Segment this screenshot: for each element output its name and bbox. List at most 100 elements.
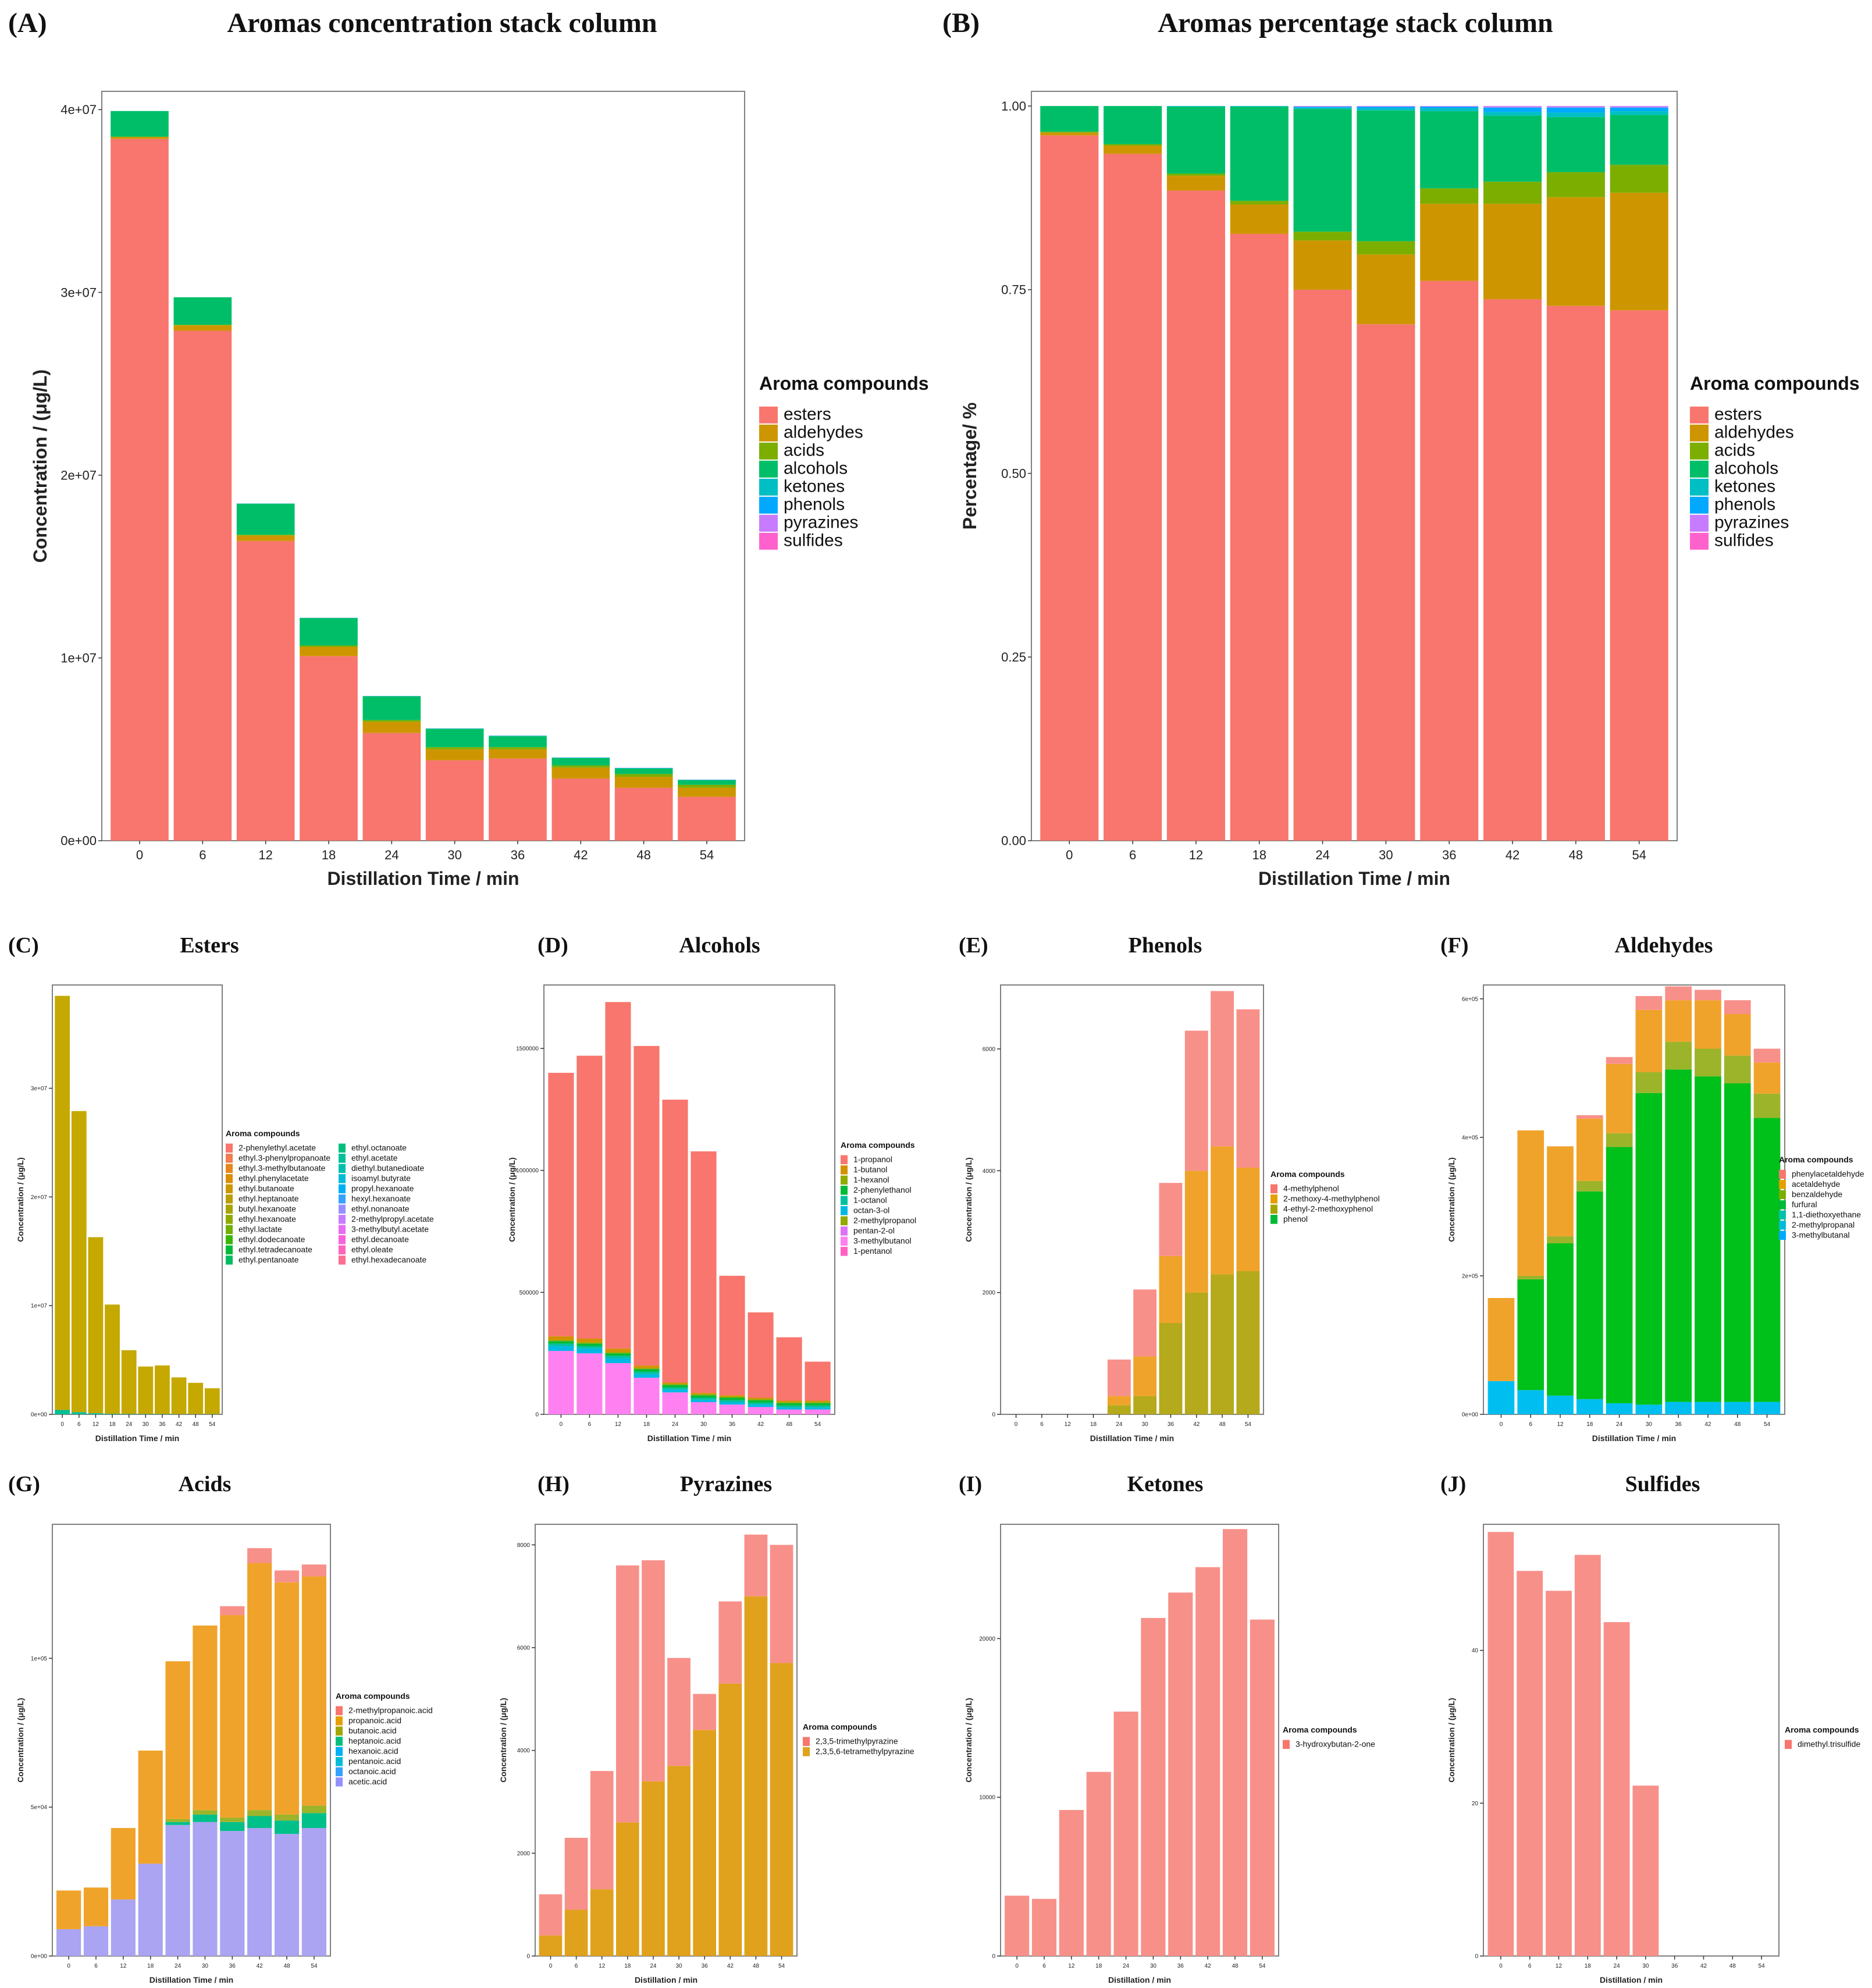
bar-ethyl.butanoate-12	[88, 1237, 104, 1414]
bar-acetic.acid-30	[193, 1822, 218, 1956]
legend-swatch	[841, 1226, 848, 1236]
bar-1-hexanol-30	[691, 1394, 717, 1396]
bar-3-hydroxybutan-2-one-36	[1168, 1592, 1193, 1956]
bar-aldehydes-30	[1357, 254, 1415, 325]
x-tick-label: 48	[786, 1421, 793, 1428]
x-tick-label: 24	[1315, 848, 1329, 862]
x-tick-label: 0	[549, 1963, 553, 1969]
legend-label: ethyl.octanoate	[351, 1143, 407, 1153]
bar-3-methylbutanal-0	[1487, 1381, 1515, 1414]
bar-octan-3-ol-12	[605, 1358, 631, 1363]
bar-ethyl.butanoate-18	[105, 1304, 120, 1414]
y-tick-label: 1.00	[1001, 99, 1026, 113]
bar-4-methylphenol-48	[1211, 991, 1234, 1147]
panel-title: Alcohols	[679, 933, 760, 958]
bar-1-hexanol-6	[576, 1342, 603, 1344]
x-axis-label: Distillation / min	[1108, 1975, 1171, 1985]
legend-swatch	[759, 442, 778, 460]
bar-phenylacetaldehyde-48	[1724, 1000, 1751, 1014]
legend-swatch	[759, 496, 778, 514]
bar-4-methylphenol-42	[1184, 1030, 1208, 1171]
legend-label: alcohols	[784, 458, 848, 478]
legend-swatch	[1270, 1204, 1277, 1214]
bar-heptanoic.acid-42	[247, 1816, 272, 1828]
bar-1-propanol-42	[748, 1312, 774, 1398]
bar-esters-48	[1546, 305, 1605, 841]
x-tick-label: 30	[1379, 848, 1393, 862]
legend-label: 2-methylpropyl.acetate	[351, 1214, 434, 1224]
legend-label: propyl.hexanoate	[351, 1184, 414, 1193]
bar-furfural-18	[1576, 1191, 1603, 1399]
y-tick-label: 0.25	[1001, 650, 1026, 664]
bar-1-propanol-6	[576, 1055, 603, 1339]
bar-alcohols-12	[1166, 106, 1225, 174]
bar-alcohols-30	[425, 728, 484, 748]
legend-label: 1-octanol	[853, 1196, 887, 1205]
bar-benzaldehyde-30	[1635, 1072, 1663, 1093]
legend-label: 2-phenylethanol	[853, 1185, 912, 1194]
bar-ethyl.butanoate-24	[121, 1350, 137, 1414]
x-tick-label: 18	[643, 1421, 650, 1428]
legend-label: octanoic.acid	[348, 1767, 396, 1776]
bar-pyrazines-42	[1483, 106, 1542, 108]
x-tick-label: 0	[1066, 848, 1073, 862]
bar-acids-42	[1483, 182, 1542, 204]
bar-4-ethyl-2-methoxyphenol-24	[1107, 1405, 1131, 1414]
bar-3-methylbutanal-36	[1665, 1402, 1692, 1414]
bar-3-hydroxybutan-2-one-18	[1086, 1772, 1111, 1956]
bar-benzaldehyde-48	[1724, 1055, 1751, 1084]
bar-acetaldehyde-0	[1487, 1298, 1515, 1381]
bar-heptanoic.acid-30	[193, 1814, 218, 1822]
bar-benzaldehyde-12	[1547, 1236, 1574, 1243]
bar-alcohols-42	[1483, 115, 1542, 182]
y-tick-label: 1e+07	[60, 651, 97, 666]
bar-1-propanol-36	[719, 1275, 745, 1396]
legend-title: Aroma compounds	[1283, 1725, 1357, 1734]
x-tick-label: 42	[176, 1421, 183, 1428]
bar-4-ethyl-2-methoxyphenol-48	[1211, 1274, 1234, 1414]
y-tick-label: 1e+05	[31, 1656, 48, 1662]
x-tick-label: 54	[1259, 1963, 1266, 1969]
legend-swatch	[336, 1777, 343, 1787]
bar-3-hydroxybutan-2-one-6	[1031, 1898, 1057, 1956]
bar-propanoic.acid-30	[193, 1625, 218, 1811]
bar-ethyl.butanoate-36	[155, 1365, 170, 1414]
legend-label: ethyl.3-phenylpropanoate	[239, 1153, 330, 1162]
bar-2-methoxy-4-methylphenol-24	[1107, 1396, 1131, 1406]
bar-aldehydes-6	[173, 325, 232, 331]
x-tick-label: 0	[1015, 1421, 1018, 1428]
x-tick-label: 54	[1759, 1963, 1766, 1969]
chart-panel-5: (F) Aldehydes 0e+00 2e+05 4e+05 6e+05 0 6 12 18 24…	[1440, 933, 1864, 1443]
bar-2,3,5,6-tetramethylpyrazine-48	[744, 1596, 768, 1956]
x-axis-label: Distillation Time / min	[327, 868, 519, 889]
bar-esters-30	[425, 760, 484, 841]
bar-1-propanol-0	[548, 1072, 574, 1336]
legend-title: Aroma compounds	[1690, 373, 1860, 394]
chart-panel-4: (E) Phenols 0 2000 4000 6000 0 6 12 18 24 30 36 42 48 5…	[959, 933, 1380, 1443]
bar-3-hydroxybutan-2-one-24	[1113, 1711, 1138, 1956]
bar-aldehydes-18	[300, 647, 358, 656]
legend-label: heptanoic.acid	[348, 1736, 401, 1745]
bar-ethyl.butanoate-54	[204, 1388, 220, 1414]
legend-label: acetic.acid	[348, 1777, 387, 1786]
x-tick-label: 30	[447, 848, 461, 862]
y-axis-label: Percentage/ %	[959, 403, 980, 530]
x-tick-label: 6	[575, 1963, 578, 1969]
bar-octan-3-ol-36	[719, 1402, 745, 1405]
legend-title: Aroma compounds	[226, 1129, 300, 1138]
legend-title: Aroma compounds	[1270, 1169, 1345, 1179]
bar-1-propanol-54	[805, 1361, 831, 1401]
y-tick-label: 2000	[517, 1851, 531, 1857]
bar-ketones-36	[1420, 108, 1479, 112]
legend-swatch	[339, 1225, 346, 1235]
x-tick-label: 12	[1189, 848, 1203, 862]
bar-1-butanol-42	[748, 1397, 774, 1399]
x-tick-label: 6	[588, 1421, 592, 1428]
legend-label: 3-methylbutanal	[1792, 1231, 1850, 1240]
legend-swatch	[1779, 1169, 1786, 1179]
panel-label: (B)	[942, 8, 980, 38]
bar-heptanoic.acid-36	[220, 1822, 245, 1831]
bar-1-octanol-48	[776, 1405, 802, 1408]
y-tick-label: 0	[1475, 1954, 1478, 1960]
